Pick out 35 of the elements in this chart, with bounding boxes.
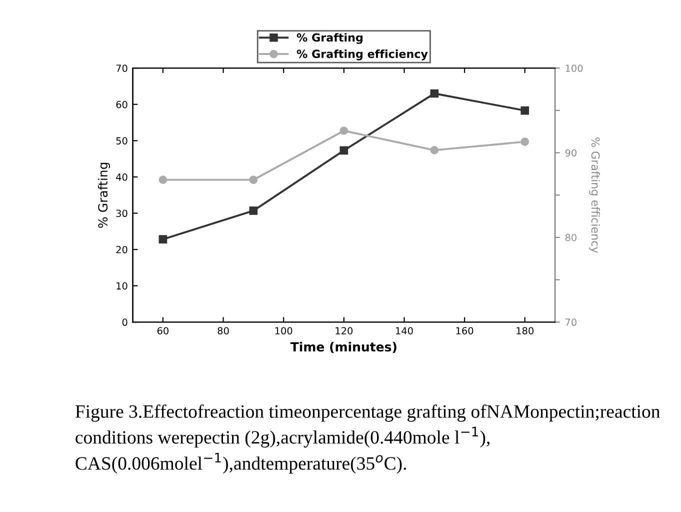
point (249, 206, 258, 215)
point (249, 176, 258, 184)
y-tick-label: 70 (116, 64, 128, 72)
x-tick-label: 100 (275, 327, 292, 334)
y-tick-label: 20 (116, 246, 128, 254)
y-tick-label: 60 (116, 100, 128, 108)
x-tick-label: 180 (516, 327, 534, 334)
point (430, 89, 439, 98)
x-tick-label: 80 (218, 327, 229, 334)
text: Figure 3.Effectofreaction timeonpercentage grafting ofNAMonpectin;reaction conditions werepectin (2g),acrylamide(0.440mole l$^{−1}$), CAS(0.006molel$^{−1}$),andtemperature(35$^{o}$C). (75, 404, 660, 474)
legend-label: % Grafting efficiency (296, 49, 428, 60)
x-tick-label: 160 (456, 327, 474, 334)
y2-tick-label: 70 (566, 318, 576, 326)
y2-tick-label: 100 (566, 64, 583, 72)
x-tick-label: 120 (336, 327, 353, 334)
y2-tick-label: 80 (565, 234, 576, 242)
point (520, 138, 530, 146)
y-tick-label: 30 (116, 210, 128, 218)
y-tick-label: 40 (116, 173, 128, 181)
point (340, 126, 348, 135)
point (340, 146, 348, 155)
x-tick-label: 60 (157, 327, 168, 334)
point (430, 146, 439, 154)
legend-label: % Grafting (296, 33, 362, 44)
point (520, 106, 530, 115)
y-axis-title: % Grafting (98, 162, 110, 228)
y2-tick-label: 90 (565, 149, 576, 157)
y2-axis-title: % Grafting efficiency (589, 138, 600, 253)
x-tick-label: 140 (396, 327, 413, 334)
y-tick-label: 10 (116, 282, 128, 290)
y-tick-label: 0 (122, 318, 128, 326)
y-tick-label: 50 (116, 137, 128, 144)
point (158, 235, 168, 244)
x-axis-title: Time (minutes) (290, 342, 396, 354)
point (158, 176, 168, 184)
